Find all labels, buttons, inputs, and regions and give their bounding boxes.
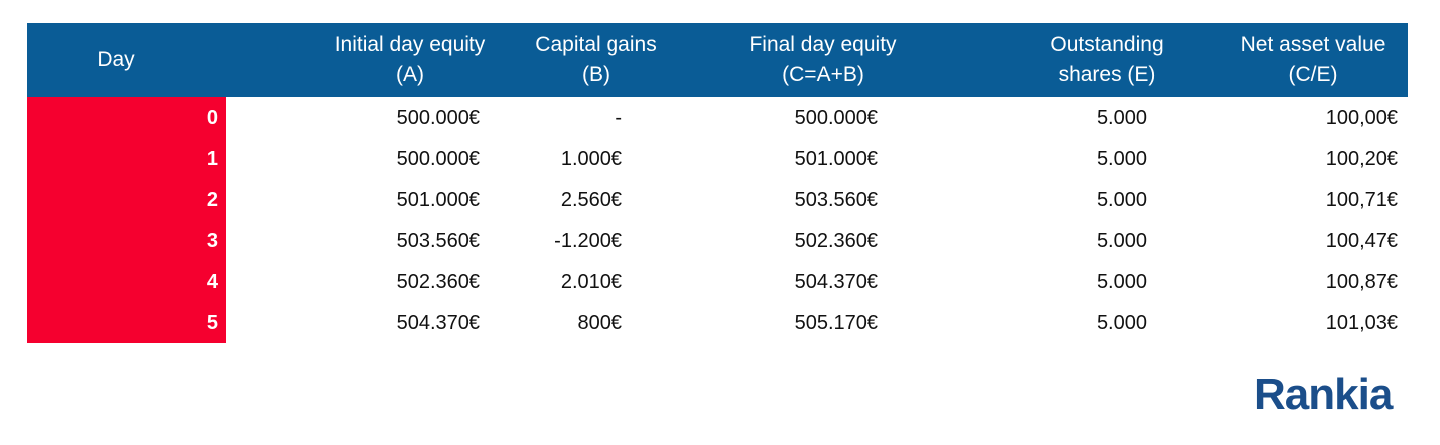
day-column-band [27,97,226,343]
table-cell: 2.010€ [560,271,622,293]
table-cell: 5.000 [1096,189,1147,211]
day-cell: 2 [206,189,218,211]
header-cell: shares (E) [1058,63,1156,86]
header-cell: Net asset value [1240,33,1386,56]
day-cell: 0 [206,107,218,129]
header-cell: Final day equity [749,33,897,56]
table-cell: 800€ [577,312,623,334]
table-cell: 504.370€ [396,312,480,334]
table-cell: 500.000€ [396,148,480,170]
table-cell: 5.000 [1096,230,1147,252]
table-cell: 101,03€ [1325,312,1398,334]
header-cell: Day [97,48,135,71]
table-cell: 500.000€ [794,107,878,129]
day-cell: 5 [206,312,218,334]
table-cell: 501.000€ [396,189,480,211]
header-cell: (C=A+B) [782,63,864,86]
table-cell: - [615,107,622,129]
header-cell: (C/E) [1288,63,1338,86]
table-cell: 100,20€ [1325,148,1398,170]
table-cell: 100,71€ [1325,189,1398,211]
table-cell: 505.170€ [794,312,878,334]
table-cell: 504.370€ [794,271,878,293]
table-cell: 5.000 [1096,107,1147,129]
day-cell: 4 [206,271,218,293]
table-cell: 501.000€ [794,148,878,170]
header-band [27,23,1408,97]
table-cell: 503.560€ [794,189,878,211]
table-cell: 1.000€ [560,148,622,170]
table-cell: 100,47€ [1325,230,1398,252]
header-cell: Initial day equity [334,33,486,56]
table-cell: 5.000 [1096,312,1147,334]
table-cell: 5.000 [1096,271,1147,293]
logo: Rankia [1254,370,1393,419]
table-cell: 100,87€ [1325,271,1398,293]
day-cell: 1 [206,148,218,170]
table-cell: 502.360€ [794,230,878,252]
table-cell: 2.560€ [560,189,622,211]
header-cell: Capital gains [535,33,657,56]
table-cell: 100,00€ [1325,107,1398,129]
table-cell: 502.360€ [396,271,480,293]
table-cell: 500.000€ [396,107,480,129]
table-cell: 503.560€ [396,230,480,252]
table-cell: -1.200€ [554,230,622,252]
table-cell: 5.000 [1096,148,1147,170]
day-cell: 3 [206,230,218,252]
header-cell: (B) [582,63,610,86]
header-cell: (A) [396,63,424,86]
header-cell: Outstanding [1050,33,1164,56]
